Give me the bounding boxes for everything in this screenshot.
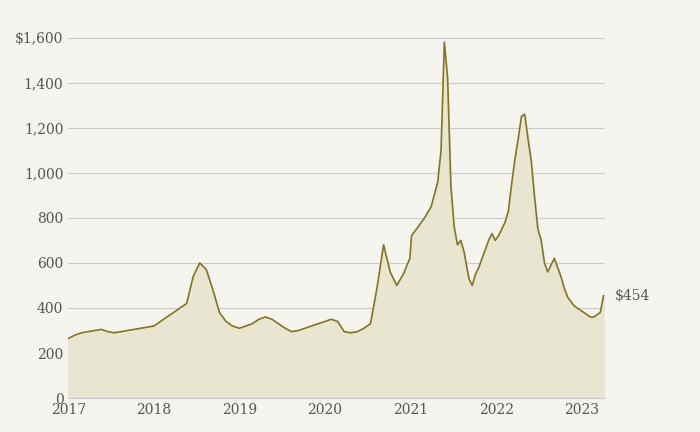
Text: $454: $454	[615, 289, 650, 303]
